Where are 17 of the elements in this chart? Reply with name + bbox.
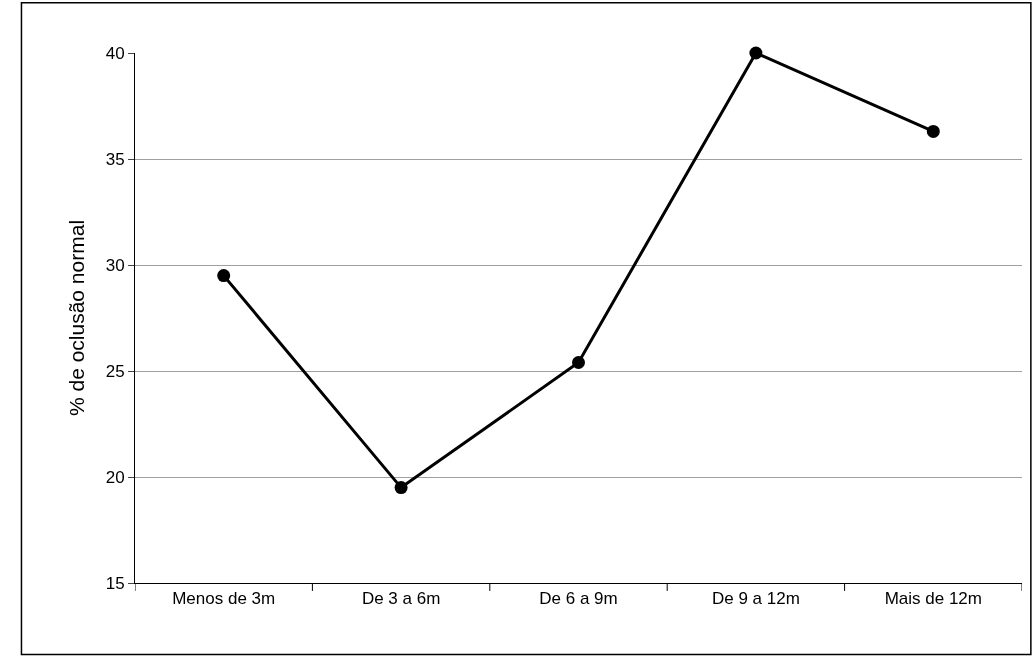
point	[926, 124, 940, 138]
x-tick-label: De 6 a 9m	[539, 589, 618, 609]
point	[572, 356, 585, 370]
point	[217, 269, 231, 283]
x-tick-label: De 3 a 6m	[361, 589, 441, 609]
y-tick-label: 40	[105, 43, 125, 63]
y-tick-label: 25	[105, 361, 125, 381]
y-tick-label: 15	[105, 573, 125, 593]
point	[394, 481, 408, 495]
y-tick-label: 20	[105, 467, 125, 487]
y-tick-label: 30	[105, 255, 125, 275]
x-tick-label: Mais de 12m	[884, 589, 982, 609]
y-tick-label: 35	[105, 149, 125, 169]
point	[749, 46, 763, 60]
x-tick-label: De 9 a 12m	[711, 589, 800, 609]
x-tick-label: Menos de 3m	[172, 589, 276, 609]
y-axis-title: % de oclusão normal	[64, 219, 88, 417]
